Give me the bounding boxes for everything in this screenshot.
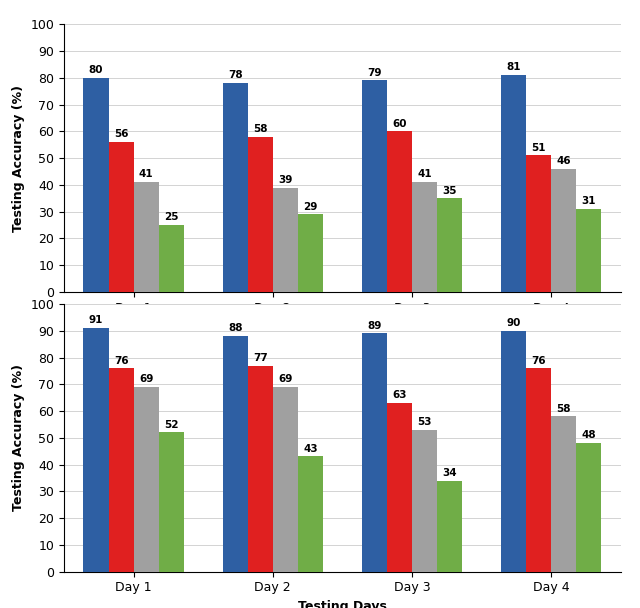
Bar (576, 209, 602, 292)
Bar (83, 78, 109, 292)
Bar (412, 182, 437, 292)
Text: 89: 89 (367, 321, 381, 331)
Bar (412, 430, 437, 572)
Bar (501, 331, 526, 572)
Text: 34: 34 (442, 468, 457, 478)
Bar (134, 387, 159, 572)
Text: 81: 81 (506, 63, 521, 72)
X-axis label: Testing Days: Testing Days (298, 600, 387, 608)
Text: 88: 88 (228, 323, 243, 333)
Text: 46: 46 (556, 156, 571, 166)
Text: 91: 91 (89, 316, 103, 325)
Text: 29: 29 (303, 202, 317, 212)
Y-axis label: Testing Accuracy (%): Testing Accuracy (%) (12, 364, 25, 511)
Text: 80: 80 (89, 65, 103, 75)
Bar (248, 365, 273, 572)
Bar (437, 480, 462, 572)
Bar (273, 387, 298, 572)
Text: 51: 51 (531, 143, 546, 153)
Bar (526, 368, 551, 572)
Text: 31: 31 (582, 196, 596, 206)
Bar (362, 333, 387, 572)
Bar (159, 432, 184, 572)
Text: 90: 90 (506, 318, 521, 328)
Bar (134, 182, 159, 292)
Bar (362, 80, 387, 292)
Text: 48: 48 (582, 430, 596, 440)
Text: 60: 60 (392, 119, 407, 129)
Text: 69: 69 (139, 375, 154, 384)
Text: 41: 41 (139, 170, 154, 179)
Bar (248, 137, 273, 292)
Bar (526, 156, 551, 292)
Bar (109, 368, 134, 572)
Text: 79: 79 (367, 68, 381, 78)
Text: 41: 41 (417, 170, 432, 179)
Bar (273, 187, 298, 292)
Bar (159, 225, 184, 292)
Bar (109, 142, 134, 292)
Text: 25: 25 (164, 212, 179, 223)
Text: 76: 76 (114, 356, 129, 365)
X-axis label: Testing Days: Testing Days (298, 320, 387, 333)
Text: 53: 53 (417, 417, 432, 427)
Text: 58: 58 (556, 404, 571, 413)
Bar (223, 336, 248, 572)
Text: 77: 77 (253, 353, 268, 363)
Bar (83, 328, 109, 572)
Text: 58: 58 (253, 124, 268, 134)
Y-axis label: Testing Accuracy (%): Testing Accuracy (%) (12, 85, 25, 232)
Text: 52: 52 (164, 420, 179, 430)
Text: 78: 78 (228, 71, 243, 80)
Bar (501, 75, 526, 292)
Bar (298, 214, 323, 292)
Legend: Capture 1, Capture 2, Capture 3, Capture 4: Capture 1, Capture 2, Capture 3, Capture… (164, 357, 521, 370)
Text: 69: 69 (278, 375, 292, 384)
Text: 35: 35 (442, 185, 457, 196)
Bar (298, 457, 323, 572)
Bar (551, 169, 576, 292)
Text: 63: 63 (392, 390, 407, 400)
Text: 76: 76 (531, 356, 546, 365)
Bar (437, 198, 462, 292)
Text: 56: 56 (114, 130, 129, 139)
Bar (387, 131, 412, 292)
Text: (a) LoRa Indoor Scenario.: (a) LoRa Indoor Scenario. (243, 388, 442, 402)
Text: 43: 43 (303, 444, 317, 454)
Bar (387, 403, 412, 572)
Bar (551, 416, 576, 572)
Bar (576, 443, 602, 572)
Text: 39: 39 (278, 175, 292, 185)
Bar (223, 83, 248, 292)
